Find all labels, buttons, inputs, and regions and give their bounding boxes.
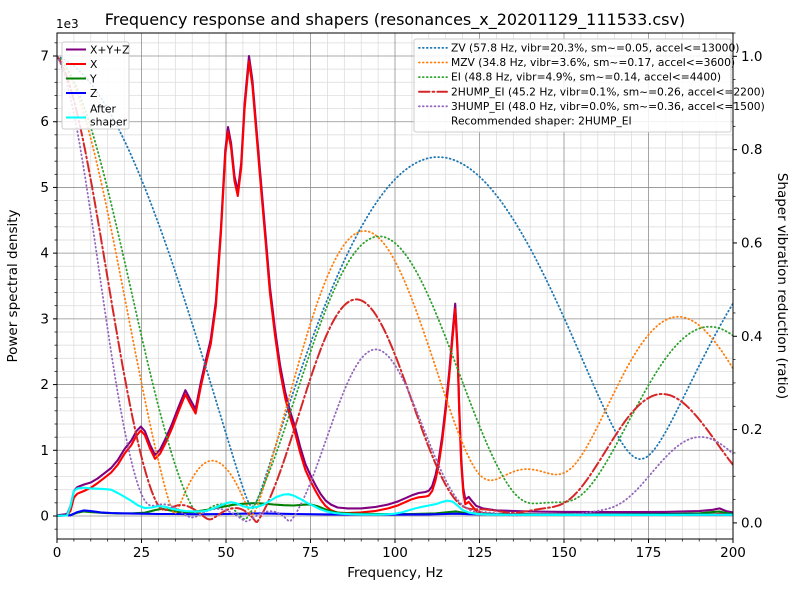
series-shaper-ei	[57, 55, 733, 521]
y-tick-label-right: 1.0	[741, 49, 762, 65]
axis-ticks: 0 25 50 75 100 125 150 175 200 0 1 2 3 4 5 6 7 0.0 0.2 0.4 0…	[40, 32, 762, 561]
chart-title: Frequency response and shapers (resonanc…	[105, 10, 685, 30]
x-tick-label: 125	[467, 545, 493, 561]
series-psd-x	[57, 60, 733, 517]
x-tick-label: 200	[720, 545, 746, 561]
series-shaper-zv	[57, 55, 733, 508]
legend-label: shaper	[90, 116, 128, 129]
y-tick-label-right: 0.0	[741, 515, 762, 531]
y-tick-label-left: 2	[40, 377, 49, 393]
legend-label: Z	[90, 87, 97, 100]
legend-label: 2HUMP_EI (45.2 Hz, vibr=0.1%, sm~=0.26, …	[451, 85, 765, 98]
legend-label: After	[90, 103, 116, 116]
legend-label: 3HUMP_EI (48.0 Hz, vibr=0.0%, sm~=0.36, …	[451, 100, 765, 113]
series-lines	[57, 54, 733, 523]
y-tick-label-right: 0.4	[741, 329, 762, 345]
y-tick-label-left: 5	[40, 180, 49, 196]
series-shaper-mzv	[57, 55, 733, 516]
y-tick-label-right: 0.2	[741, 422, 762, 438]
series-shaper-3hump_ei	[57, 55, 733, 523]
x-tick-label: 0	[53, 545, 62, 561]
x-tick-label: 100	[382, 545, 408, 561]
y-tick-label-left: 4	[40, 246, 49, 262]
legend-label: X	[90, 58, 98, 71]
y-axis-label-left: Power spectral density	[5, 209, 21, 362]
y-tick-label-left: 0	[40, 509, 49, 525]
x-tick-label: 75	[302, 545, 319, 561]
y-tick-label-left: 1	[40, 443, 49, 459]
legend-label: MZV (34.8 Hz, vibr=3.6%, sm~=0.17, accel…	[451, 56, 735, 69]
y-tick-label-left: 3	[40, 311, 49, 327]
x-tick-label: 25	[133, 545, 150, 561]
legend-box	[413, 38, 732, 133]
y-axis-label-right: Shaper vibration reduction (ratio)	[774, 173, 790, 399]
legend-label: ZV (57.8 Hz, vibr=20.3%, sm~=0.05, accel…	[451, 42, 739, 55]
legend-recommended-shaper: Recommended shaper: 2HUMP_EI	[451, 115, 632, 128]
x-axis-label: Frequency, Hz	[347, 565, 443, 581]
legend-label: EI (48.8 Hz, vibr=4.9%, sm~=0.14, accel<…	[451, 71, 721, 84]
y-tick-label-left: 6	[40, 114, 49, 130]
legend-shapers: ZV (57.8 Hz, vibr=20.3%, sm~=0.05, accel…	[413, 38, 765, 133]
y-tick-label-right: 0.8	[741, 142, 762, 158]
series-psd-after-shaper	[57, 486, 733, 517]
x-tick-label: 150	[551, 545, 577, 561]
x-tick-label: 175	[636, 545, 662, 561]
legend-label: X+Y+Z	[90, 43, 129, 56]
y-tick-label-right: 0.6	[741, 235, 762, 251]
y-tick-label-left: 7	[40, 49, 49, 65]
y-axis-offset-label: 1e3	[56, 17, 79, 31]
legend-label: Y	[89, 72, 97, 85]
x-tick-label: 50	[217, 545, 234, 561]
